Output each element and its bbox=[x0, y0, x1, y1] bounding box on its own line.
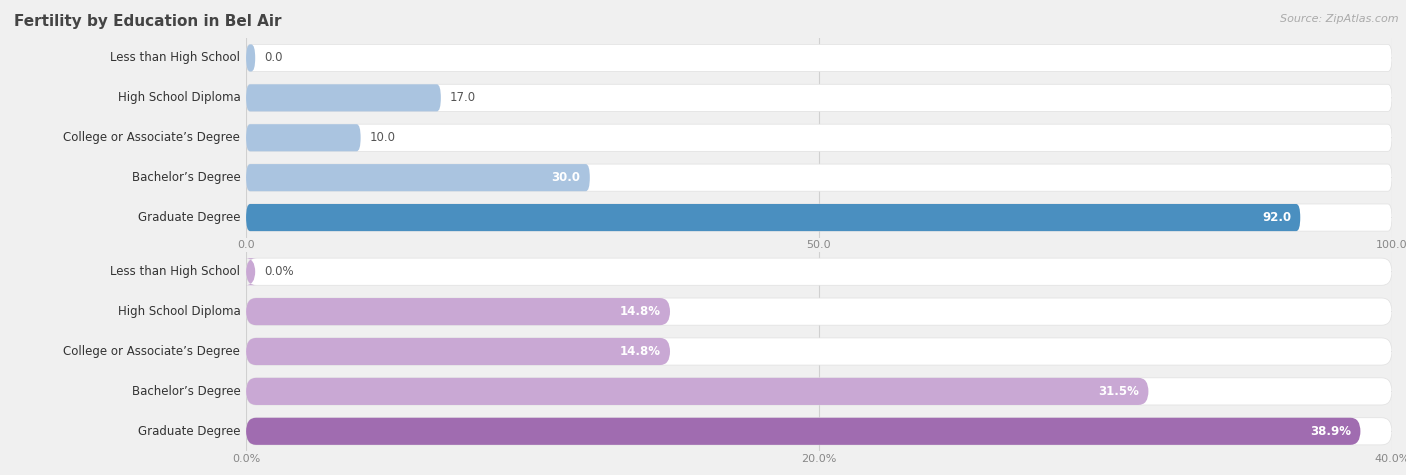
FancyBboxPatch shape bbox=[246, 418, 1361, 445]
FancyBboxPatch shape bbox=[246, 298, 1392, 325]
FancyBboxPatch shape bbox=[246, 338, 671, 365]
Text: 31.5%: 31.5% bbox=[1098, 385, 1139, 398]
Text: High School Diploma: High School Diploma bbox=[118, 305, 240, 318]
Text: 38.9%: 38.9% bbox=[1310, 425, 1351, 438]
Text: Source: ZipAtlas.com: Source: ZipAtlas.com bbox=[1281, 14, 1399, 24]
Text: 0.0%: 0.0% bbox=[264, 265, 294, 278]
FancyBboxPatch shape bbox=[246, 204, 1392, 231]
FancyBboxPatch shape bbox=[246, 84, 1392, 112]
FancyBboxPatch shape bbox=[246, 378, 1392, 405]
FancyBboxPatch shape bbox=[246, 338, 1392, 365]
FancyBboxPatch shape bbox=[246, 44, 256, 72]
Text: 92.0: 92.0 bbox=[1263, 211, 1291, 224]
FancyBboxPatch shape bbox=[246, 204, 1301, 231]
FancyBboxPatch shape bbox=[246, 44, 1392, 72]
FancyBboxPatch shape bbox=[245, 258, 256, 285]
Text: 17.0: 17.0 bbox=[450, 91, 477, 104]
FancyBboxPatch shape bbox=[246, 164, 591, 191]
FancyBboxPatch shape bbox=[246, 298, 671, 325]
FancyBboxPatch shape bbox=[246, 164, 1392, 191]
Text: Bachelor’s Degree: Bachelor’s Degree bbox=[132, 385, 240, 398]
Text: Graduate Degree: Graduate Degree bbox=[138, 211, 240, 224]
Text: 14.8%: 14.8% bbox=[620, 305, 661, 318]
Text: 30.0: 30.0 bbox=[551, 171, 581, 184]
Text: Less than High School: Less than High School bbox=[110, 265, 240, 278]
Text: Graduate Degree: Graduate Degree bbox=[138, 425, 240, 438]
Text: College or Associate’s Degree: College or Associate’s Degree bbox=[63, 345, 240, 358]
FancyBboxPatch shape bbox=[246, 418, 1392, 445]
Text: High School Diploma: High School Diploma bbox=[118, 91, 240, 104]
FancyBboxPatch shape bbox=[246, 124, 1392, 152]
Text: 14.8%: 14.8% bbox=[620, 345, 661, 358]
Text: College or Associate’s Degree: College or Associate’s Degree bbox=[63, 131, 240, 144]
FancyBboxPatch shape bbox=[246, 124, 360, 152]
Text: 10.0: 10.0 bbox=[370, 131, 396, 144]
Text: Bachelor’s Degree: Bachelor’s Degree bbox=[132, 171, 240, 184]
Text: Less than High School: Less than High School bbox=[110, 51, 240, 65]
FancyBboxPatch shape bbox=[246, 378, 1149, 405]
FancyBboxPatch shape bbox=[246, 258, 1392, 285]
FancyBboxPatch shape bbox=[246, 84, 441, 112]
Text: Fertility by Education in Bel Air: Fertility by Education in Bel Air bbox=[14, 14, 281, 29]
Text: 0.0: 0.0 bbox=[264, 51, 283, 65]
